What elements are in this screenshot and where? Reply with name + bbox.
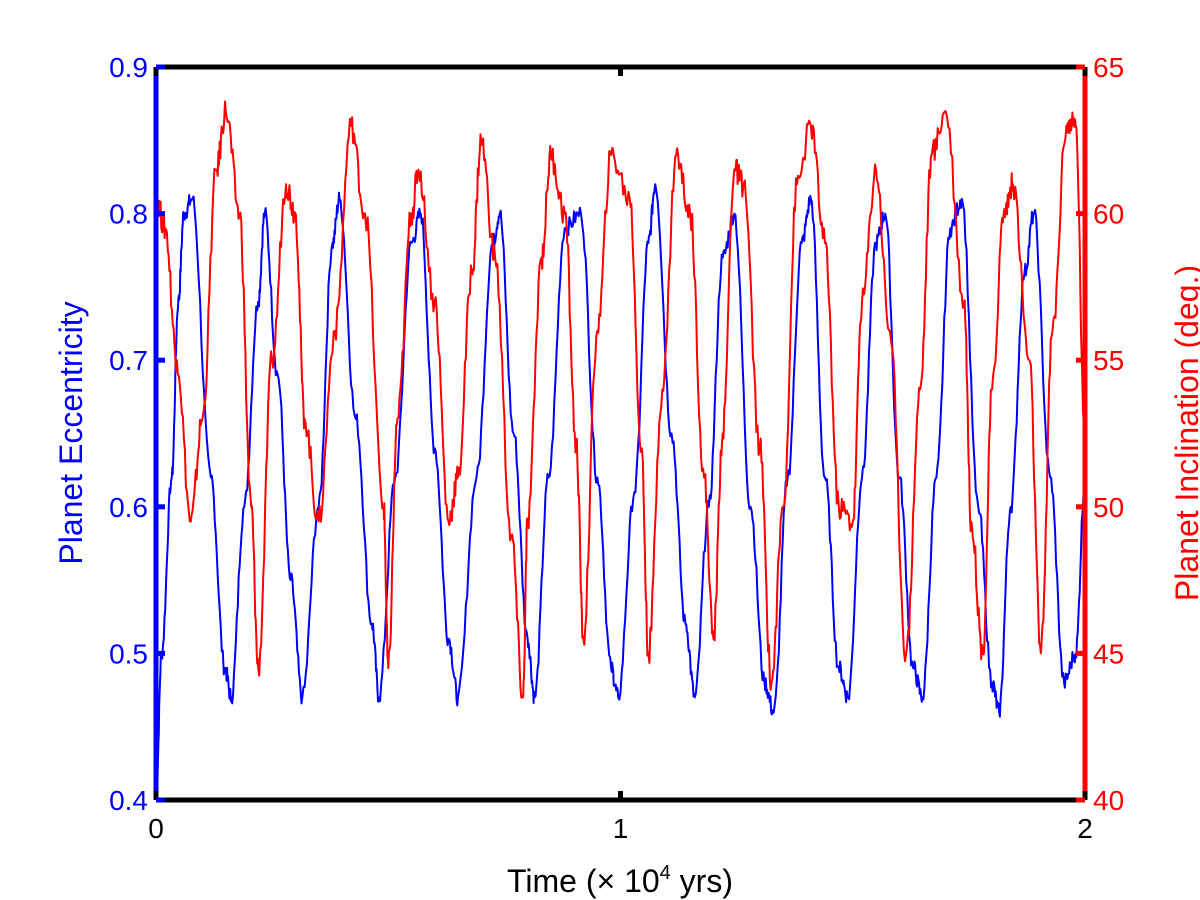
left-y-axis-title: Planet Eccentricity bbox=[53, 301, 89, 564]
y-left-tick-label: 0.4 bbox=[109, 785, 148, 816]
y-left-tick-label: 0.8 bbox=[109, 199, 148, 230]
x-tick-label: 1 bbox=[613, 813, 629, 844]
y-right-tick-label: 40 bbox=[1093, 785, 1124, 816]
y-left-tick-label: 0.7 bbox=[109, 345, 148, 376]
y-right-tick-label: 50 bbox=[1093, 492, 1124, 523]
series-line-eccentricity bbox=[155, 183, 1086, 801]
y-right-tick-label: 55 bbox=[1093, 345, 1124, 376]
y-left-tick-label: 0.9 bbox=[109, 52, 148, 83]
tick-layer: 0 1 2 0.4 0.5 0.6 0.7 0.8 0.9 40 45 50 55 60 65 bbox=[109, 52, 1124, 844]
series-line-inclination bbox=[155, 100, 1086, 699]
series-layer bbox=[155, 100, 1086, 801]
y-right-tick-label: 45 bbox=[1093, 638, 1124, 669]
right-y-axis-title: Planet Inclination (deg.) bbox=[1169, 265, 1200, 601]
x-tick-label: 2 bbox=[1077, 813, 1093, 844]
y-right-tick-label: 65 bbox=[1093, 52, 1124, 83]
x-axis-title: Time (× 104 yrs) bbox=[507, 862, 733, 899]
y-right-tick-label: 60 bbox=[1093, 199, 1124, 230]
y-left-tick-label: 0.6 bbox=[109, 492, 148, 523]
x-tick-label: 0 bbox=[148, 813, 164, 844]
y-left-tick-label: 0.5 bbox=[109, 638, 148, 669]
